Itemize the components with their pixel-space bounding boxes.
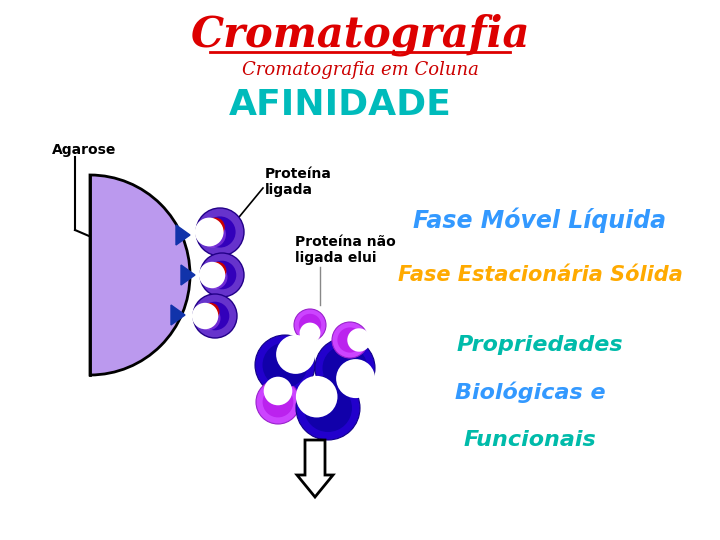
Circle shape: [207, 261, 236, 289]
Circle shape: [193, 294, 237, 338]
FancyArrow shape: [297, 440, 333, 497]
Circle shape: [203, 265, 228, 289]
Circle shape: [296, 376, 360, 440]
Text: Funcionais: Funcionais: [464, 430, 596, 450]
Circle shape: [299, 314, 321, 336]
Text: Biológicas e: Biológicas e: [455, 381, 606, 403]
Circle shape: [196, 208, 244, 256]
Polygon shape: [171, 305, 185, 325]
Circle shape: [199, 262, 225, 288]
Wedge shape: [90, 175, 190, 375]
Circle shape: [197, 306, 220, 330]
Text: AFINIDADE: AFINIDADE: [228, 88, 451, 122]
Circle shape: [300, 322, 320, 343]
Text: Agarose: Agarose: [52, 143, 117, 157]
Text: Cromatografia: Cromatografia: [190, 14, 530, 56]
Text: Fase Móvel Líquida: Fase Móvel Líquida: [413, 207, 667, 233]
Text: Proteína não
ligada elui: Proteína não ligada elui: [295, 235, 396, 265]
Circle shape: [255, 335, 315, 395]
Circle shape: [347, 328, 371, 352]
Circle shape: [195, 218, 224, 246]
Text: Cromatografia em Coluna: Cromatografia em Coluna: [242, 61, 478, 79]
Circle shape: [206, 218, 225, 237]
Circle shape: [199, 221, 226, 248]
Circle shape: [304, 384, 352, 432]
Circle shape: [204, 217, 235, 248]
Circle shape: [263, 387, 294, 417]
Text: Fase Estacionária Sólida: Fase Estacionária Sólida: [397, 265, 683, 285]
Polygon shape: [176, 225, 190, 245]
Circle shape: [202, 303, 220, 320]
Circle shape: [209, 262, 226, 279]
Circle shape: [264, 377, 292, 406]
Circle shape: [336, 359, 375, 398]
Circle shape: [201, 302, 229, 330]
Text: Propriedades: Propriedades: [456, 335, 624, 355]
Circle shape: [263, 342, 307, 388]
Polygon shape: [181, 265, 195, 285]
Circle shape: [296, 376, 338, 417]
Text: Proteína
ligada: Proteína ligada: [265, 167, 332, 197]
Circle shape: [338, 327, 363, 353]
Circle shape: [192, 303, 218, 329]
Circle shape: [332, 322, 368, 358]
Circle shape: [294, 309, 326, 341]
Circle shape: [323, 346, 367, 390]
Circle shape: [276, 335, 315, 374]
Circle shape: [256, 380, 300, 424]
Circle shape: [200, 253, 244, 297]
Circle shape: [315, 338, 375, 398]
